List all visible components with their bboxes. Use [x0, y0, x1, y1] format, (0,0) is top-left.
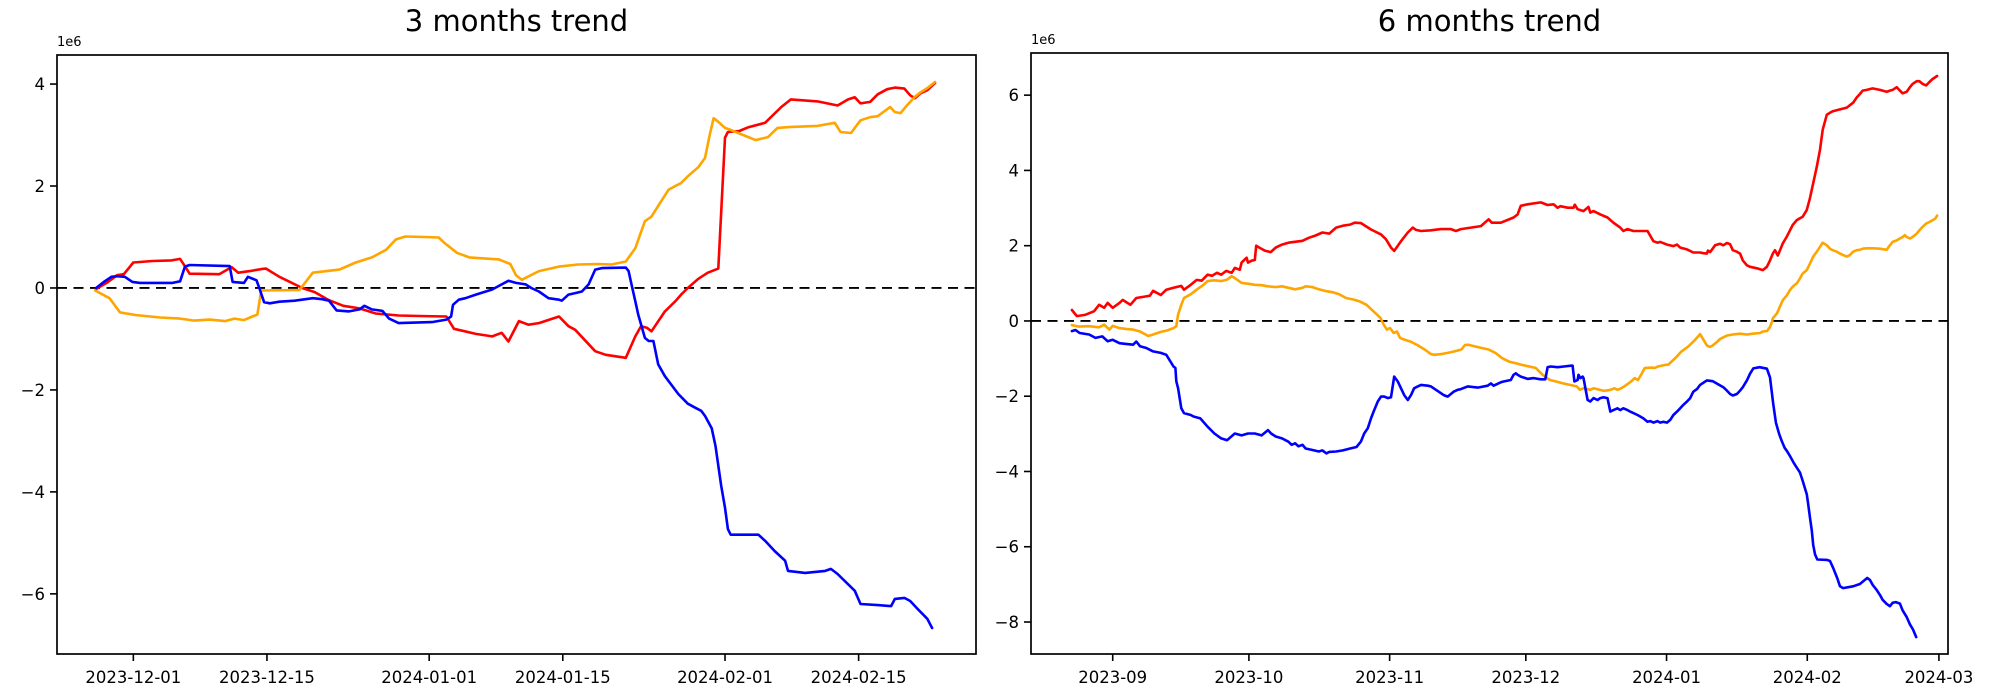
x-tick-label: 2024-02-01 — [677, 668, 773, 687]
y-tick-label: 6 — [1009, 86, 1020, 105]
y-tick-label: −2 — [995, 387, 1019, 406]
y-tick-label: 0 — [35, 279, 46, 298]
left-chart: 2023-12-01 2023-12-15 2024-01-01 2024-01-15… — [21, 54, 977, 687]
x-tick-label: 2024-02-15 — [811, 668, 907, 687]
y-tick-label: 0 — [1009, 312, 1020, 331]
series-line-red — [1070, 74, 1939, 318]
y-axis-multiplier-left: 1e6 — [57, 35, 82, 50]
y-tick-label: 4 — [35, 75, 46, 94]
y-tick-label: −4 — [995, 462, 1019, 481]
x-tick-label: 2024-03 — [1904, 668, 1973, 687]
chart-title-left: 3 months trend — [404, 4, 629, 38]
x-tick-label: 2024-01-01 — [381, 668, 477, 687]
y-tick-label: −6 — [21, 585, 45, 604]
y-tick-label: −8 — [995, 613, 1019, 632]
series-line-orange — [93, 80, 937, 323]
series-line-red — [94, 81, 937, 360]
x-tick-label: 2023-11 — [1355, 668, 1424, 687]
x-tick-label: 2023-12 — [1491, 668, 1560, 687]
series-line-orange — [1070, 214, 1939, 393]
y-tick-label: 4 — [1009, 161, 1020, 180]
y-tick-label: 2 — [35, 177, 46, 196]
plot-border — [1030, 52, 1949, 655]
x-tick-label: 2023-09 — [1078, 668, 1147, 687]
x-tick-label: 2023-10 — [1214, 668, 1283, 687]
series-line-blue — [94, 263, 934, 630]
x-tick-label: 2023-12-01 — [85, 668, 181, 687]
x-tick-label: 2023-12-15 — [219, 668, 315, 687]
y-tick-label: 2 — [1009, 237, 1020, 256]
chart-title-right: 6 months trend — [1377, 4, 1602, 38]
right-chart: 2023-09 2023-10 2023-11 2023-12 2024-01 2024-… — [995, 52, 1973, 687]
plot-border — [56, 54, 977, 655]
y-tick-label: −2 — [21, 381, 45, 400]
x-tick-label: 2024-01 — [1632, 668, 1701, 687]
series-line-blue — [1070, 328, 1918, 639]
y-tick-label: −6 — [995, 538, 1019, 557]
x-tick-label: 2024-02 — [1773, 668, 1842, 687]
y-tick-label: −4 — [21, 483, 45, 502]
x-tick-label: 2024-01-15 — [515, 668, 611, 687]
y-axis-multiplier-right: 1e6 — [1031, 33, 1056, 48]
